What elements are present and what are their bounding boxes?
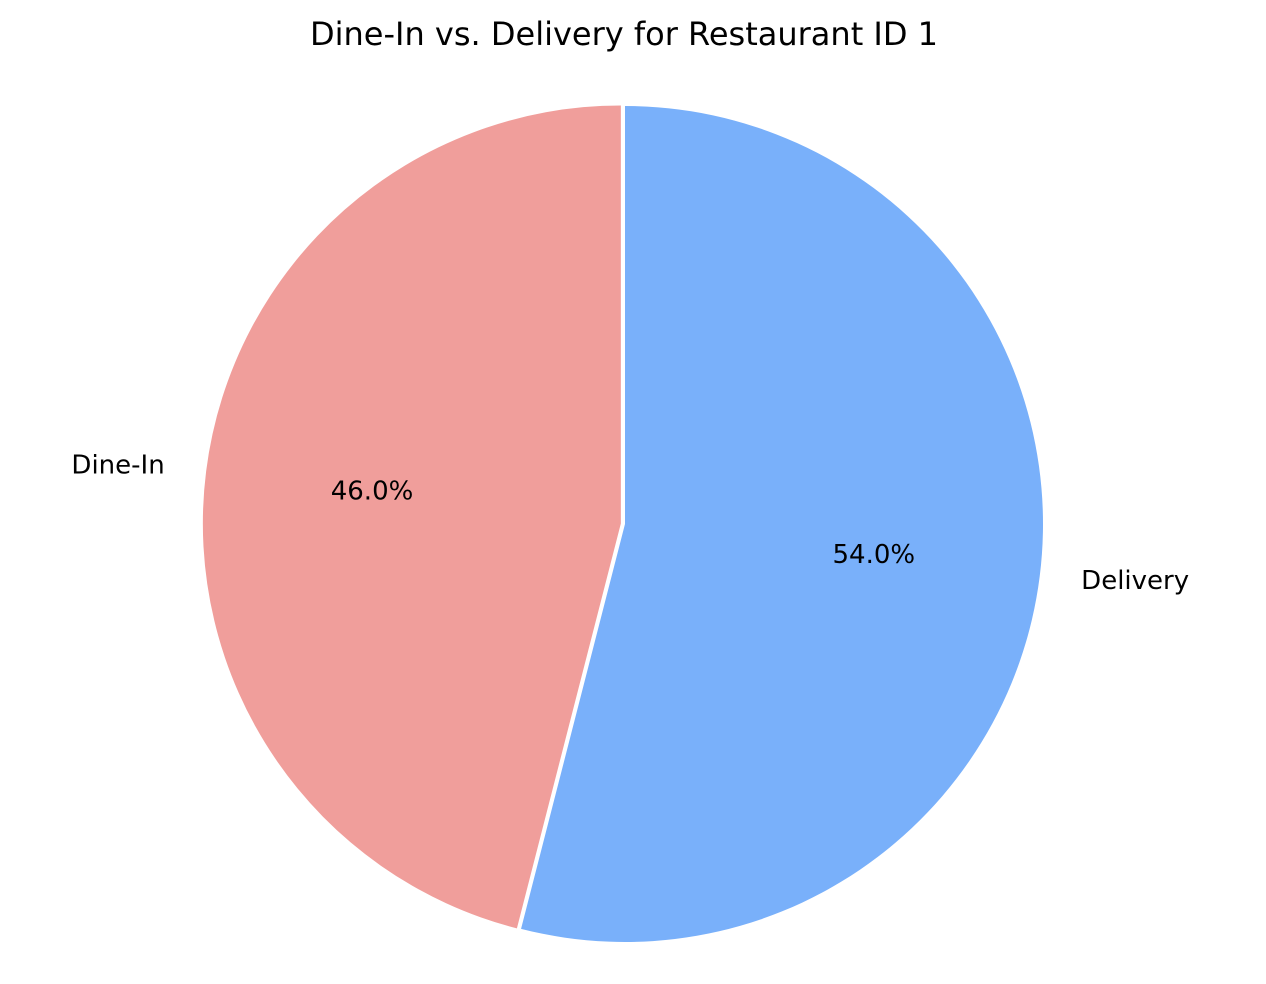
- slice-percentage-dine-in: 46.0%: [331, 477, 414, 507]
- pie-labels: Dine-In 46.0% Delivery 54.0%: [71, 450, 1189, 596]
- slice-percentage-delivery: 54.0%: [833, 540, 916, 570]
- pie-slice-delivery: [521, 106, 1043, 942]
- slice-label-dine-in: Dine-In: [71, 450, 164, 480]
- chart-title: Dine-In vs. Delivery for Restaurant ID 1: [310, 15, 938, 53]
- slice-label-delivery: Delivery: [1081, 566, 1189, 596]
- pie-slices: [202, 105, 1043, 942]
- pie-slice-dine-in: [202, 105, 621, 929]
